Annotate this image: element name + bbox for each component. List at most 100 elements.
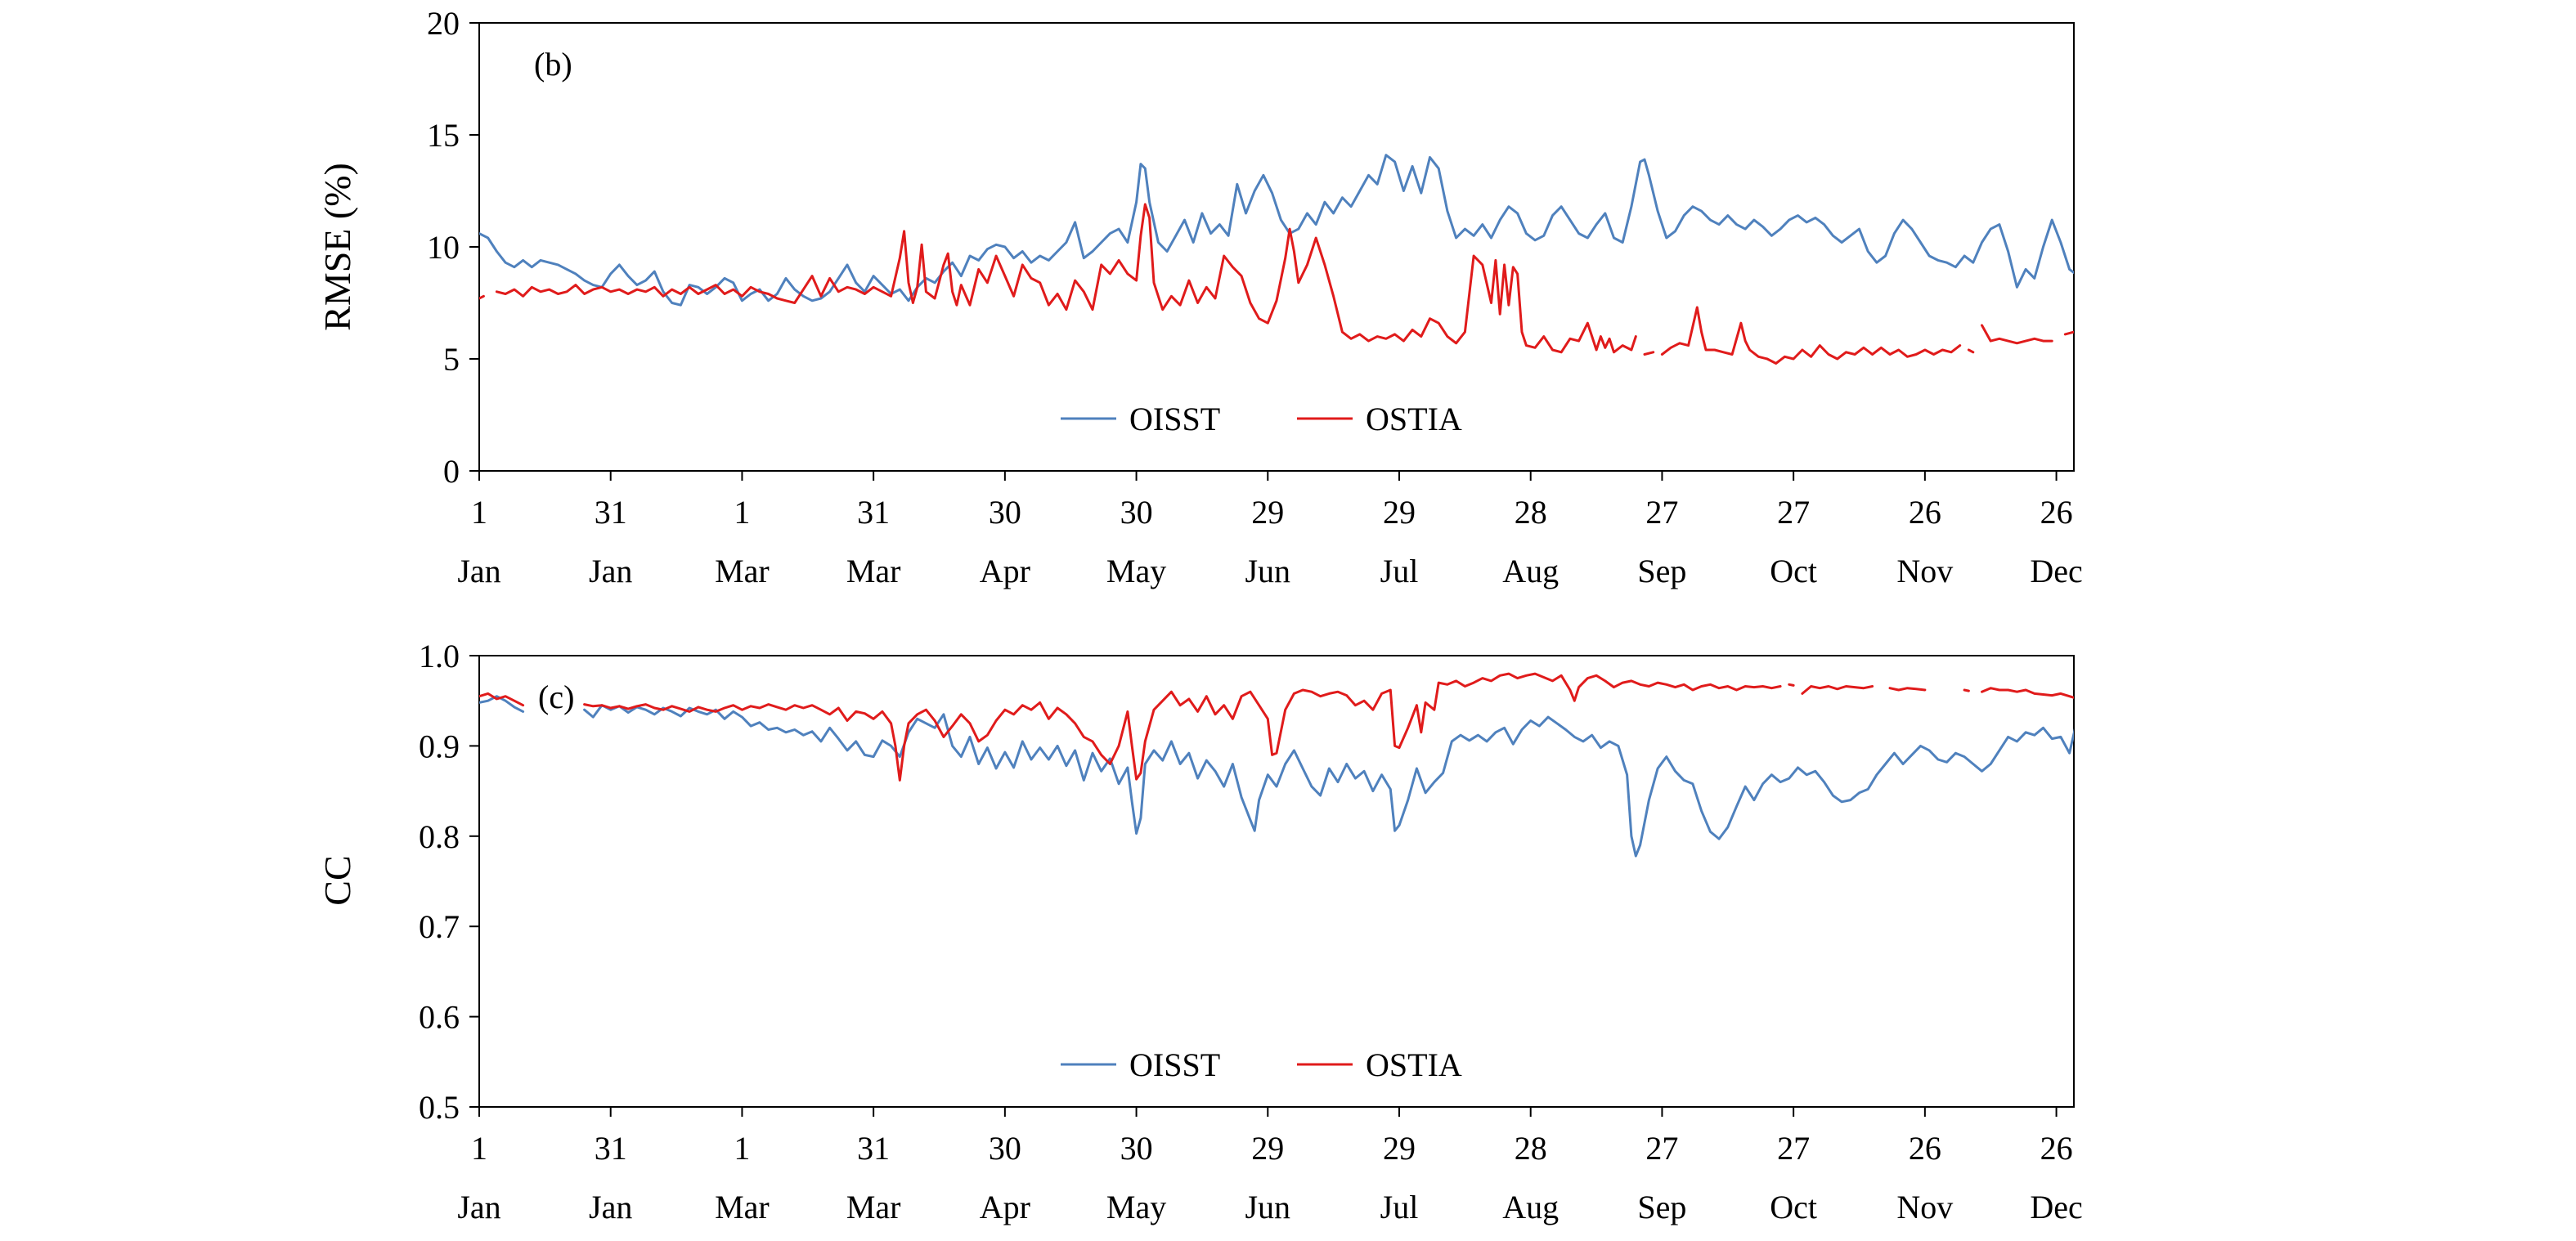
rmse-x-tick-label-month: Mar	[715, 553, 770, 589]
rmse-x-tick-label-day: 26	[1909, 494, 1941, 531]
cc-x-tick-label-day: 27	[1645, 1130, 1678, 1167]
cc-x-axis: 1 Jan 31 Jan 1 Mar 31 Mar 30 Apr 30 May 29 Jun 29 Jul 28…	[457, 1107, 2083, 1225]
cc-y-tick-label: 0.6	[419, 999, 460, 1036]
cc-chart: 0.5 0.6 0.7 0.8 0.9 1.0 1 Jan 31 Jan 1 Mar 31 Mar 30 A…	[316, 638, 2083, 1225]
rmse-x-tick-label-day: 26	[2040, 494, 2073, 531]
rmse-series	[479, 154, 2074, 365]
cc-x-tick-label-day: 1	[471, 1130, 487, 1167]
cc-x-tick-label-day: 29	[1383, 1130, 1416, 1167]
rmse-x-tick-label-day: 31	[595, 494, 627, 531]
legend-label-oisst: OISST	[1129, 401, 1220, 437]
rmse-x-tick-label-month: Sep	[1637, 553, 1686, 589]
rmse-x-tick-label-month: Dec	[2030, 553, 2082, 589]
rmse-legend: OISST OSTIA	[1061, 401, 1462, 437]
legend-label-ostia: OSTIA	[1366, 1046, 1462, 1083]
legend-label-ostia: OSTIA	[1366, 401, 1462, 437]
rmse-x-tick-label-day: 27	[1777, 494, 1810, 531]
rmse-y-axis-title: RMSE (%)	[316, 163, 358, 331]
cc-y-axis-title: CC	[316, 855, 358, 905]
cc-y-tick-label: 0.7	[419, 908, 460, 945]
rmse-x-tick-label-month: Jun	[1245, 553, 1290, 589]
cc-series-line-ostia	[1981, 687, 2074, 699]
cc-series-line-ostia	[583, 672, 1782, 782]
cc-y-tick-label: 0.5	[419, 1089, 460, 1126]
cc-series-line-ostia	[1888, 687, 1927, 692]
legend-label-oisst: OISST	[1129, 1046, 1220, 1083]
cc-series-line-ostia	[1963, 688, 1970, 692]
rmse-series-line-ostia	[479, 294, 485, 300]
cc-x-tick-label-day: 31	[857, 1130, 890, 1167]
rmse-y-tick-label: 20	[427, 5, 460, 42]
rmse-y-tick-label: 5	[443, 341, 460, 378]
rmse-series-line-oisst	[479, 154, 2074, 307]
cc-y-tick-label: 0.8	[419, 818, 460, 855]
cc-x-tick-label-day: 28	[1515, 1130, 1547, 1167]
rmse-series-line-ostia	[1981, 324, 2053, 345]
rmse-y-tick-label: 0	[443, 453, 460, 490]
rmse-x-tick-label-day: 1	[471, 494, 487, 531]
cc-x-tick-label-month: Mar	[715, 1189, 770, 1225]
cc-x-tick-label-month: Jan	[457, 1189, 500, 1225]
rmse-x-tick-label-day: 31	[857, 494, 890, 531]
cc-x-tick-label-day: 30	[989, 1130, 1021, 1167]
cc-x-tick-label-month: Jul	[1380, 1189, 1419, 1225]
rmse-x-tick-label-month: Jan	[457, 553, 500, 589]
rmse-panel-label: (b)	[534, 46, 572, 83]
rmse-x-tick-label-month: Nov	[1896, 553, 1953, 589]
rmse-series-line-ostia	[2063, 330, 2074, 336]
rmse-x-tick-label-month: Jul	[1380, 553, 1419, 589]
cc-x-tick-label-month: Nov	[1896, 1189, 1953, 1225]
cc-series-line-oisst	[583, 704, 2074, 858]
cc-legend: OISST OSTIA	[1061, 1046, 1462, 1083]
rmse-x-tick-label-day: 27	[1645, 494, 1678, 531]
cc-panel-label: (c)	[538, 679, 574, 715]
cc-x-tick-label-day: 27	[1777, 1130, 1810, 1167]
cc-y-tick-label: 0.9	[419, 728, 460, 764]
cc-x-tick-label-day: 31	[595, 1130, 627, 1167]
rmse-series-line-ostia	[1643, 351, 1655, 356]
cc-series-line-ostia	[1788, 683, 1795, 687]
cc-x-tick-label-month: Oct	[1770, 1189, 1817, 1225]
cc-x-tick-label-day: 26	[1909, 1130, 1941, 1167]
rmse-x-tick-label-day: 30	[1120, 494, 1153, 531]
cc-x-tick-label-day: 30	[1120, 1130, 1153, 1167]
cc-series-line-ostia	[479, 692, 525, 707]
cc-x-tick-label-day: 1	[734, 1130, 750, 1167]
cc-y-tick-label: 1.0	[419, 638, 460, 674]
rmse-x-tick-label-day: 30	[989, 494, 1021, 531]
rmse-x-tick-label-day: 29	[1251, 494, 1284, 531]
rmse-x-axis: 1 Jan 31 Jan 1 Mar 31 Mar 30 Apr 30 May 29 Jun 29 Jul 28…	[457, 471, 2083, 589]
rmse-chart: 0 5 10 15 20 1 Jan 31 Jan 1 Mar 31 Mar 30 Apr 30 May 29 J…	[316, 5, 2083, 589]
cc-x-tick-label-day: 26	[2040, 1130, 2073, 1167]
rmse-x-tick-label-month: Aug	[1502, 553, 1559, 589]
rmse-x-tick-label-day: 28	[1515, 494, 1547, 531]
rmse-y-axis: 0 5 10 15 20	[427, 5, 479, 490]
cc-y-axis: 0.5 0.6 0.7 0.8 0.9 1.0	[419, 638, 479, 1126]
rmse-series-line-ostia	[1660, 306, 1962, 365]
cc-x-tick-label-month: Jun	[1245, 1189, 1290, 1225]
cc-x-tick-label-day: 29	[1251, 1130, 1284, 1167]
rmse-x-tick-label-month: Mar	[846, 553, 901, 589]
cc-x-tick-label-month: Dec	[2030, 1189, 2082, 1225]
rmse-y-tick-label: 10	[427, 229, 460, 266]
rmse-x-tick-label-day: 1	[734, 494, 750, 531]
rmse-x-tick-label-month: Apr	[980, 553, 1030, 589]
rmse-x-tick-label-month: May	[1106, 553, 1166, 589]
rmse-x-tick-label-month: Jan	[589, 553, 632, 589]
cc-series	[479, 672, 2074, 858]
rmse-series-line-ostia	[1967, 348, 1975, 354]
cc-x-tick-label-month: May	[1106, 1189, 1166, 1225]
rmse-series-line-ostia	[495, 203, 1637, 354]
cc-x-tick-label-month: Sep	[1637, 1189, 1686, 1225]
cc-x-tick-label-month: Aug	[1502, 1189, 1559, 1225]
cc-x-tick-label-month: Apr	[980, 1189, 1030, 1225]
cc-plot-frame	[478, 655, 2075, 1108]
cc-x-tick-label-month: Mar	[846, 1189, 901, 1225]
rmse-x-tick-label-month: Oct	[1770, 553, 1817, 589]
cc-series-line-ostia	[1801, 685, 1874, 695]
rmse-x-tick-label-day: 29	[1383, 494, 1416, 531]
cc-x-tick-label-month: Jan	[589, 1189, 632, 1225]
rmse-y-tick-label: 15	[427, 117, 460, 154]
